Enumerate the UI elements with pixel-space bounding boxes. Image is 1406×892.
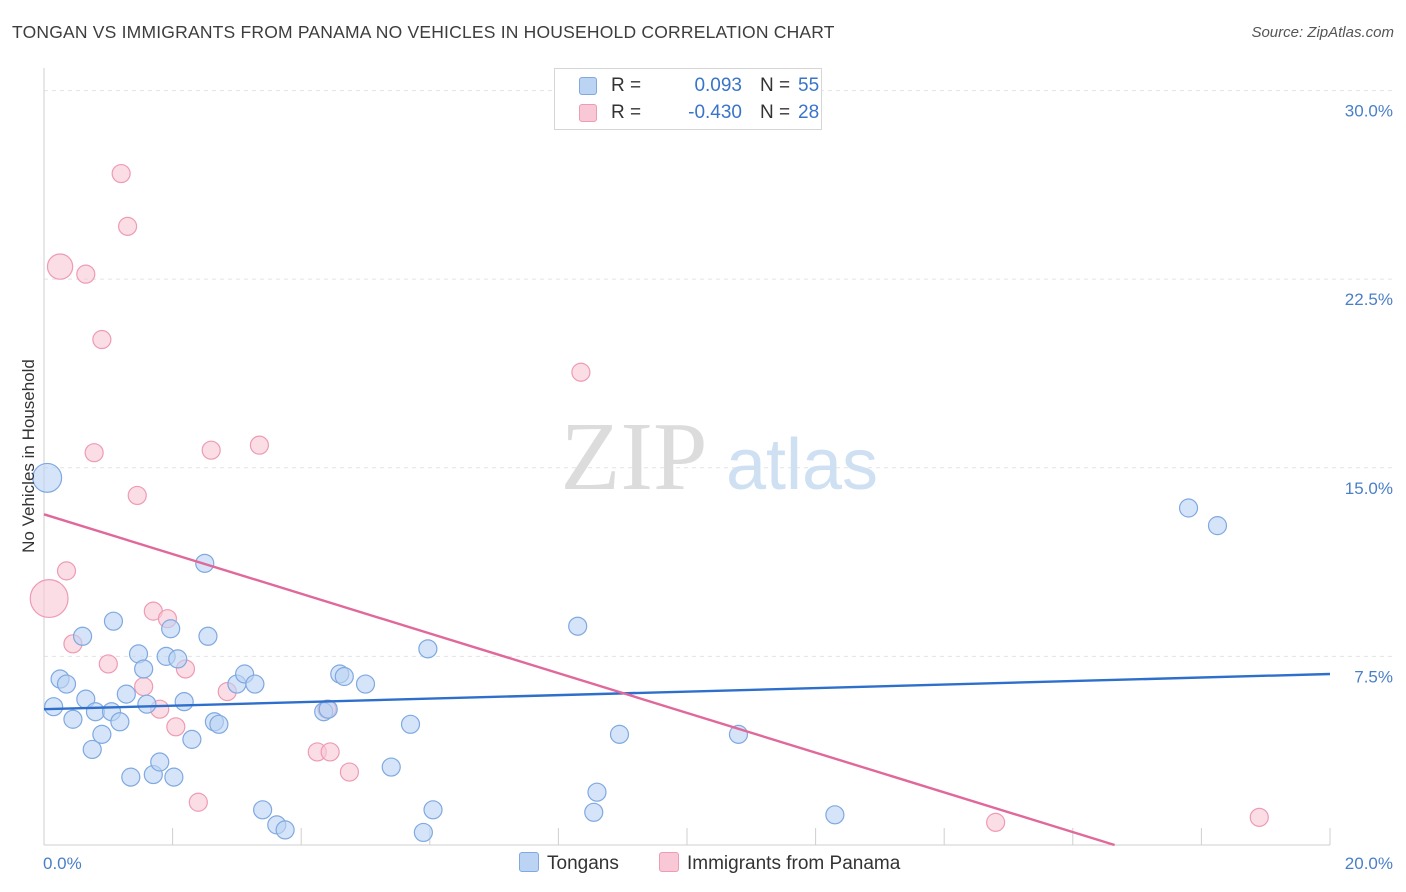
tongans-point (355, 674, 376, 694)
x-tick-label: 20.0% (1345, 854, 1393, 873)
tongans-point (72, 626, 93, 646)
tongans-point (92, 724, 112, 744)
y-tick-label: 7.5% (1354, 667, 1393, 686)
tongans-point (209, 714, 229, 734)
tongans-point (1207, 516, 1228, 536)
stats-legend: R = 0.093 N = 55 R = -0.430 N = 28 (554, 68, 822, 130)
tongans-point (56, 674, 77, 694)
tongans-point (44, 697, 64, 717)
series-tongans-points (32, 462, 1228, 843)
tongans-point (32, 462, 63, 493)
x-tick-label: 0.0% (43, 854, 82, 873)
tongans-point (182, 729, 202, 749)
tongans-point (609, 724, 630, 744)
tongans-point (400, 714, 421, 734)
tongans-point (253, 800, 273, 820)
panama-point (201, 440, 221, 460)
panama-trend-line (43, 513, 1115, 847)
tongans-point (381, 757, 401, 777)
tongans-point (164, 767, 184, 787)
y-tick-label: 22.5% (1345, 290, 1393, 309)
tongans-point (110, 712, 130, 732)
axes (43, 68, 1331, 846)
trend-lines (43, 513, 1331, 847)
panama-point (320, 742, 340, 762)
legend-item-tongans[interactable]: Tongans (519, 852, 619, 875)
panama-point (986, 812, 1006, 832)
tongans-point (161, 619, 181, 639)
r-label: R = (611, 75, 642, 96)
panama-point (111, 163, 131, 184)
r-value: 0.093 (694, 75, 742, 96)
panama-point (134, 676, 154, 697)
r-value: -0.430 (688, 102, 742, 123)
tongans-point (168, 649, 188, 669)
tongans-point (418, 639, 438, 659)
y-axis-label: No Vehicles in Household (19, 359, 38, 553)
tongans-point (116, 684, 136, 704)
tongans-point (584, 802, 604, 822)
panama-point (29, 579, 69, 619)
y-tick-label: 15.0% (1345, 479, 1393, 498)
n-value: 28 (798, 102, 820, 123)
panama-point (127, 485, 147, 506)
legend-swatch-pink (579, 104, 597, 122)
panama-point (249, 435, 270, 455)
tongans-point (137, 694, 157, 714)
tongans-point (587, 782, 607, 802)
tongans-point (334, 666, 354, 687)
tongans-point (121, 767, 141, 787)
n-value: 55 (798, 75, 820, 96)
panama-point (571, 362, 591, 382)
grid-lines (44, 90, 1392, 657)
tongans-point (318, 699, 338, 719)
y-tick-label: 30.0% (1345, 102, 1393, 121)
panama-point (76, 264, 96, 284)
tongans-point (82, 739, 102, 760)
tongans-point (85, 702, 106, 722)
tongans-point (1178, 498, 1199, 518)
tongans-point (198, 626, 218, 646)
n-label: N = (760, 75, 791, 96)
source-credit: Source: ZipAtlas.com (1251, 24, 1394, 41)
panama-point (56, 561, 77, 581)
panama-point (1249, 807, 1269, 827)
tongans-trend-line (43, 672, 1331, 711)
chart-title: TONGAN VS IMMIGRANTS FROM PANAMA NO VEHI… (12, 22, 835, 42)
tongans-point (150, 752, 170, 772)
legend-item-panama[interactable]: Immigrants from Panama (659, 852, 900, 875)
n-label: N = (760, 102, 791, 123)
panama-point (117, 216, 138, 236)
tongans-point (174, 692, 194, 712)
panama-point (46, 253, 74, 280)
watermark-atlas: atlas (726, 425, 878, 505)
panama-point (339, 762, 360, 782)
panama-point (98, 654, 118, 674)
panama-point (188, 792, 208, 812)
panama-point (84, 443, 104, 463)
tongans-point (423, 800, 443, 820)
tongans-point (568, 616, 588, 636)
legend-label-panama: Immigrants from Panama (687, 853, 901, 874)
tongans-point (63, 709, 83, 729)
tongans-point (413, 822, 433, 843)
tongans-point (103, 611, 124, 631)
panama-point (92, 329, 112, 350)
panama-point (166, 717, 186, 737)
series-panama-points (29, 163, 1269, 832)
legend-swatch-blue (519, 852, 539, 872)
legend-swatch-blue (579, 77, 597, 95)
legend-swatch-pink (659, 852, 679, 872)
tick-labels: 7.5% 15.0% 22.5% 30.0% 0.0% 20.0% (43, 102, 1393, 873)
tongans-point (275, 820, 295, 840)
tongans-point (134, 659, 154, 679)
tongans-point (825, 805, 845, 825)
r-label: R = (611, 102, 642, 123)
legend-label-tongans: Tongans (547, 853, 619, 874)
tongans-point (245, 674, 265, 694)
watermark-zip: ZIP (561, 403, 708, 511)
watermark: ZIP atlas (561, 403, 879, 511)
